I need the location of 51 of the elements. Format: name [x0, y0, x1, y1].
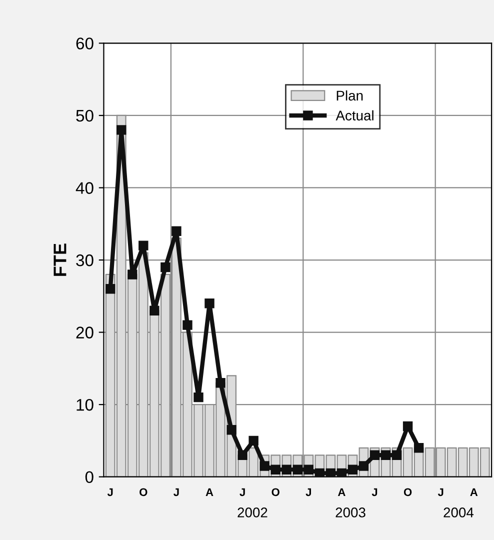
- y-tick-label: 20: [76, 326, 94, 338]
- x-tick-label: A: [206, 488, 214, 496]
- x-tick-label: O: [140, 488, 148, 496]
- y-axis-title: FTE: [54, 244, 66, 276]
- point: [160, 262, 170, 272]
- legend-label: Plan: [336, 90, 363, 101]
- point: [392, 450, 402, 460]
- x-tick-label: J: [438, 488, 444, 496]
- point: [182, 320, 192, 330]
- point: [138, 240, 148, 250]
- y-tick-label: 30: [76, 254, 94, 266]
- point: [204, 298, 214, 308]
- x-tick-label: J: [372, 488, 378, 496]
- point: [226, 424, 236, 435]
- point: [414, 443, 424, 453]
- x-tick-label: O: [404, 488, 412, 496]
- point: [150, 306, 160, 316]
- y-tick-label: 0: [85, 471, 94, 484]
- y-tick-label: 50: [76, 110, 94, 122]
- point: [194, 392, 204, 402]
- point: [314, 468, 325, 477]
- text: 2004: [444, 508, 474, 518]
- x-tick-label: J: [107, 488, 113, 496]
- x-tick-label: A: [470, 488, 478, 496]
- point: [358, 461, 369, 471]
- point: [326, 468, 336, 477]
- point: [128, 270, 138, 280]
- point: [348, 464, 358, 474]
- x-tick-label: J: [240, 488, 245, 496]
- x-tick-label: O: [272, 488, 280, 496]
- text: 2002: [238, 508, 268, 518]
- point: [380, 450, 391, 460]
- point: [116, 125, 126, 135]
- y-tick-label: 10: [76, 398, 94, 411]
- point: [172, 226, 182, 236]
- point: [292, 464, 302, 474]
- y-tick-label: 40: [76, 182, 94, 194]
- point: [248, 436, 258, 446]
- point: [238, 450, 248, 460]
- point: [304, 464, 314, 474]
- legend-label: Actual: [336, 110, 374, 120]
- x-tick-label: A: [338, 488, 346, 496]
- point: [216, 378, 226, 388]
- x-tick-label: J: [306, 488, 311, 496]
- point: [370, 450, 380, 460]
- point: [402, 421, 413, 432]
- text: 2003: [336, 508, 366, 518]
- y-tick-label: 60: [76, 38, 94, 50]
- x-tick-label: J: [174, 488, 179, 496]
- point: [336, 468, 347, 477]
- point: [105, 284, 116, 294]
